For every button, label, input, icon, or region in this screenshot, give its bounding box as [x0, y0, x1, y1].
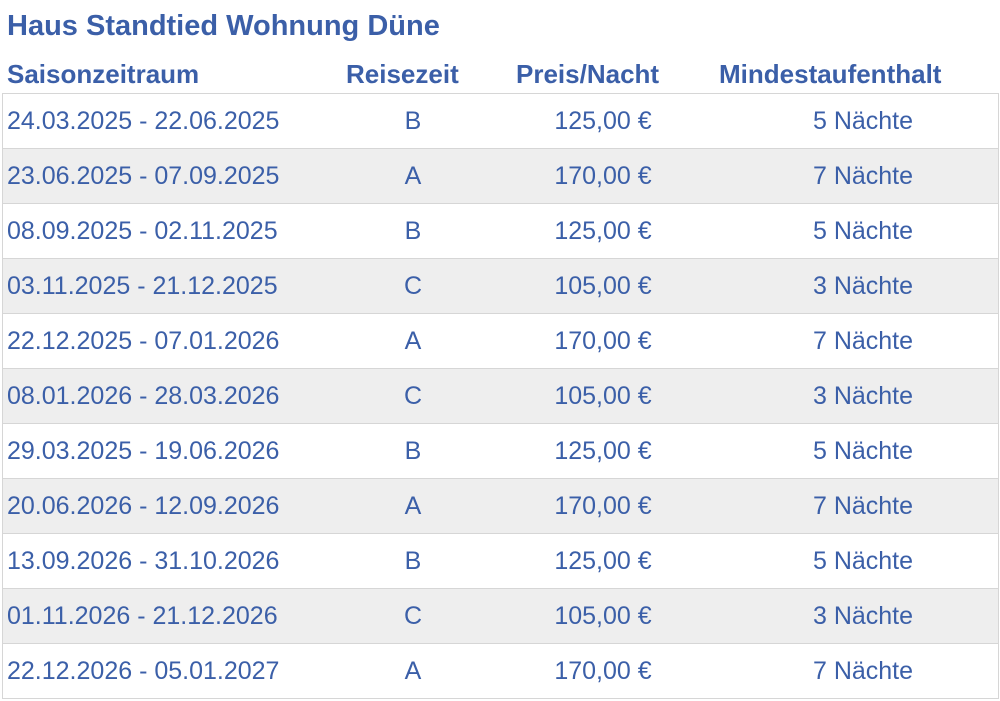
- cell-period: 08.09.2025 - 02.11.2025: [7, 217, 278, 245]
- cell-min-stay: 5 Nächte: [812, 217, 914, 245]
- cell-period: 13.09.2026 - 31.10.2026: [7, 547, 280, 575]
- cell-price: 170,00 €: [554, 492, 652, 520]
- price-table: 24.03.2025 - 22.06.2025 B 125,00 € 5 Näc…: [2, 93, 999, 699]
- cell-season: A: [404, 327, 422, 355]
- cell-min-stay: 3 Nächte: [812, 382, 914, 410]
- table-row: 08.01.2026 - 28.03.2026 C 105,00 € 3 Näc…: [3, 369, 998, 424]
- cell-price: 125,00 €: [554, 547, 652, 575]
- cell-season: A: [404, 492, 422, 520]
- table-row: 08.09.2025 - 02.11.2025 B 125,00 € 5 Näc…: [3, 204, 998, 259]
- cell-min-stay: 7 Nächte: [812, 657, 914, 685]
- cell-period: 22.12.2026 - 05.01.2027: [7, 657, 280, 685]
- table-row: 23.06.2025 - 07.09.2025 A 170,00 € 7 Näc…: [3, 149, 998, 204]
- table-row: 20.06.2026 - 12.09.2026 A 170,00 € 7 Näc…: [3, 479, 998, 534]
- table-row: 13.09.2026 - 31.10.2026 B 125,00 € 5 Näc…: [3, 534, 998, 589]
- cell-price: 170,00 €: [554, 162, 652, 190]
- cell-season: A: [404, 657, 422, 685]
- header-season-period: Saisonzeitraum: [7, 59, 200, 89]
- cell-price: 105,00 €: [554, 602, 652, 630]
- cell-period: 03.11.2025 - 21.12.2025: [7, 272, 278, 300]
- header-minimum-stay: Mindestaufenthalt: [719, 59, 942, 89]
- cell-price: 105,00 €: [554, 272, 652, 300]
- cell-min-stay: 5 Nächte: [812, 547, 914, 575]
- header-travel-season: Reisezeit: [346, 59, 459, 89]
- table-row: 22.12.2026 - 05.01.2027 A 170,00 € 7 Näc…: [3, 644, 998, 699]
- header-price-per-night: Preis/Nacht: [516, 59, 660, 89]
- cell-price: 125,00 €: [554, 437, 652, 465]
- cell-min-stay: 3 Nächte: [812, 272, 914, 300]
- cell-period: 24.03.2025 - 22.06.2025: [7, 107, 280, 135]
- cell-season: C: [403, 382, 423, 410]
- cell-season: B: [404, 547, 422, 575]
- cell-period: 29.03.2025 - 19.06.2026: [7, 437, 280, 465]
- cell-period: 20.06.2026 - 12.09.2026: [7, 492, 280, 520]
- table-row: 24.03.2025 - 22.06.2025 B 125,00 € 5 Näc…: [3, 94, 998, 149]
- cell-price: 170,00 €: [554, 657, 652, 685]
- table-row: 29.03.2025 - 19.06.2026 B 125,00 € 5 Näc…: [3, 424, 998, 479]
- cell-period: 22.12.2025 - 07.01.2026: [7, 327, 280, 355]
- cell-price: 125,00 €: [554, 107, 652, 135]
- table-row: 22.12.2025 - 07.01.2026 A 170,00 € 7 Näc…: [3, 314, 998, 369]
- cell-min-stay: 7 Nächte: [812, 162, 914, 190]
- cell-period: 08.01.2026 - 28.03.2026: [7, 382, 280, 410]
- cell-price: 125,00 €: [554, 217, 652, 245]
- cell-season: A: [404, 162, 422, 190]
- cell-season: C: [403, 272, 423, 300]
- cell-period: 01.11.2026 - 21.12.2026: [7, 602, 278, 630]
- cell-price: 105,00 €: [554, 382, 652, 410]
- cell-season: B: [404, 107, 422, 135]
- cell-season: C: [403, 602, 423, 630]
- cell-season: B: [404, 217, 422, 245]
- table-row: 03.11.2025 - 21.12.2025 C 105,00 € 3 Näc…: [3, 259, 998, 314]
- table-row: 01.11.2026 - 21.12.2026 C 105,00 € 3 Näc…: [3, 589, 998, 644]
- cell-price: 170,00 €: [554, 327, 652, 355]
- cell-min-stay: 7 Nächte: [812, 492, 914, 520]
- cell-min-stay: 7 Nächte: [812, 327, 914, 355]
- cell-min-stay: 5 Nächte: [812, 107, 914, 135]
- cell-season: B: [404, 437, 422, 465]
- cell-min-stay: 3 Nächte: [812, 602, 914, 630]
- table-header: Saisonzeitraum Reisezeit Preis/Nacht Min…: [0, 54, 998, 94]
- cell-min-stay: 5 Nächte: [812, 437, 914, 465]
- page-title: Haus Standtied Wohnung Düne: [7, 10, 440, 42]
- cell-period: 23.06.2025 - 07.09.2025: [7, 162, 280, 190]
